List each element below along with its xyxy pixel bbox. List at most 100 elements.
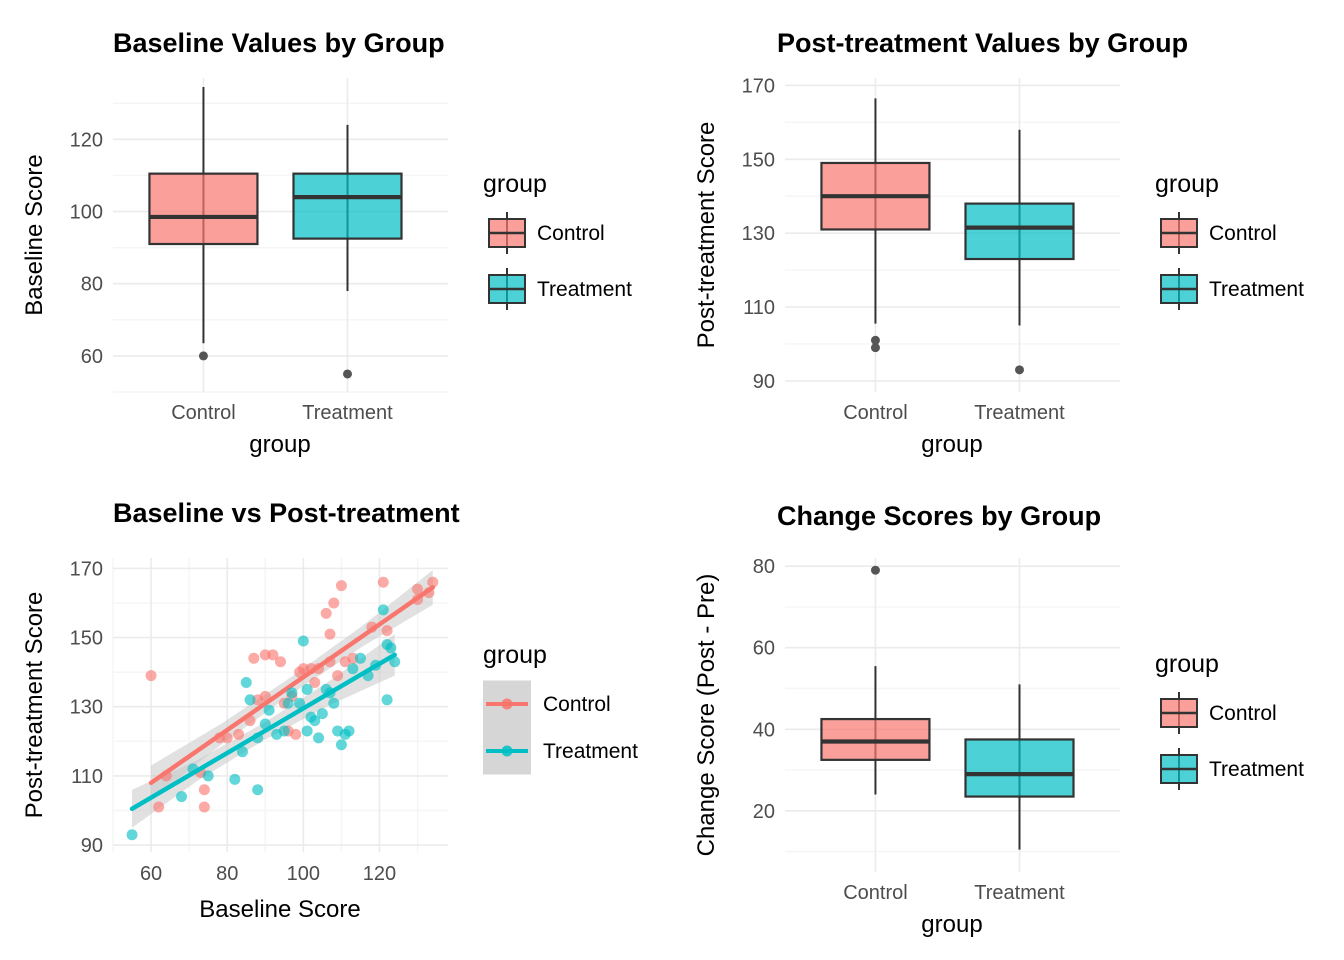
legend: group Control Treatment bbox=[483, 641, 638, 775]
chart-title: Post-treatment Values by Group bbox=[777, 28, 1188, 58]
scatter-point-control bbox=[309, 677, 321, 689]
scatter-point-treatment bbox=[328, 697, 340, 709]
scatter-point-control bbox=[381, 625, 393, 637]
box-treatment bbox=[964, 202, 1075, 261]
scatter-point-control bbox=[153, 801, 165, 813]
scatter-point-treatment bbox=[294, 697, 306, 709]
chart-posttreatment-boxplot: 90 110 130 150 170 Control Treatment Post-trea… bbox=[672, 0, 1344, 480]
scatter-point-control bbox=[335, 580, 347, 592]
scatter-point-control bbox=[259, 649, 271, 661]
category-label: Treatment bbox=[974, 882, 1065, 904]
y-axis-title: Post-treatment Score bbox=[693, 122, 720, 349]
outlier-point bbox=[870, 335, 880, 345]
y-tick-label: 90 bbox=[753, 371, 775, 393]
legend-label-treatment: Treatment bbox=[537, 278, 632, 301]
legend-key-point-treatment bbox=[501, 745, 513, 757]
scatter-point-treatment bbox=[263, 704, 275, 716]
box-control bbox=[148, 172, 259, 246]
box-treatment bbox=[964, 738, 1075, 798]
trend-line-control bbox=[148, 585, 436, 786]
plot-area: 90 110 130 150 170 60 80 100 120 bbox=[70, 558, 448, 885]
scatter-point-treatment bbox=[335, 739, 347, 751]
plot-area: 20 40 60 80 Control Treatment bbox=[753, 556, 1120, 904]
chart-canvas-posttreatment-boxplot: 90 110 130 150 170 Control Treatment Post-trea… bbox=[693, 28, 1304, 458]
legend-title: group bbox=[1155, 650, 1219, 678]
scatter-point-treatment bbox=[244, 694, 256, 706]
legend-label-control: Control bbox=[1209, 222, 1277, 245]
legend-label-control: Control bbox=[543, 693, 611, 716]
scatter-point-treatment bbox=[347, 663, 359, 675]
category-label: Treatment bbox=[302, 402, 393, 424]
legend-label-control: Control bbox=[1209, 702, 1277, 725]
scatter-point-treatment bbox=[313, 732, 325, 744]
y-tick-label: 40 bbox=[753, 719, 775, 741]
y-tick-label: 60 bbox=[753, 638, 775, 660]
scatter-point-control bbox=[297, 663, 309, 675]
category-label: Control bbox=[171, 402, 235, 424]
category-label: Control bbox=[843, 402, 907, 424]
chart-change-boxplot: 20 40 60 80 Control Treatment Change Scores b… bbox=[672, 480, 1344, 960]
scatter-point-treatment bbox=[297, 635, 309, 647]
legend-label-control: Control bbox=[537, 222, 605, 245]
scatter-point-control bbox=[324, 628, 336, 640]
scatter-point-control bbox=[267, 649, 279, 661]
scatter-point-treatment bbox=[316, 708, 328, 720]
x-tick-label: 100 bbox=[287, 863, 320, 885]
x-tick-label: 120 bbox=[363, 863, 396, 885]
scatter-point-control bbox=[377, 576, 389, 588]
scatter-point-treatment bbox=[202, 770, 214, 782]
category-label: Control bbox=[843, 882, 907, 904]
legend-title: group bbox=[483, 641, 547, 669]
y-tick-label: 20 bbox=[753, 801, 775, 823]
scatter-point-treatment bbox=[377, 604, 389, 616]
scatter-point-control bbox=[145, 670, 157, 682]
x-axis-title: group bbox=[921, 431, 982, 458]
scatter-point-control bbox=[198, 801, 210, 813]
chart-title: Change Scores by Group bbox=[777, 501, 1101, 531]
scatter-point-treatment bbox=[301, 683, 313, 695]
box-treatment bbox=[292, 172, 403, 240]
x-tick-label: 80 bbox=[216, 863, 238, 885]
y-tick-label: 90 bbox=[81, 835, 103, 857]
scatter-point-treatment bbox=[385, 642, 397, 654]
scatter-point-treatment bbox=[252, 784, 264, 796]
scatter-point-treatment bbox=[309, 715, 321, 727]
scatter-point-control bbox=[427, 576, 439, 588]
chart-baseline-boxplot: 60 80 100 120 Control Treatment Baseline Valu… bbox=[0, 0, 672, 480]
scatter-point-treatment bbox=[286, 687, 298, 699]
scatter-point-control bbox=[248, 652, 260, 664]
scatter-point-treatment bbox=[381, 694, 393, 706]
scatter-point-control bbox=[347, 652, 359, 664]
scatter-point-control bbox=[320, 607, 332, 619]
y-axis-title: Change Score (Post - Pre) bbox=[693, 574, 720, 857]
scatter-point-treatment bbox=[343, 725, 355, 737]
category-label: Treatment bbox=[974, 402, 1065, 424]
scatter-point-control bbox=[328, 597, 340, 609]
x-axis-title: group bbox=[921, 911, 982, 938]
scatter-point-control bbox=[221, 732, 233, 744]
y-tick-label: 100 bbox=[70, 202, 103, 224]
scatter-point-control bbox=[275, 656, 286, 668]
x-axis-title: group bbox=[249, 431, 310, 458]
y-tick-label: 80 bbox=[753, 556, 775, 578]
x-axis-title: Baseline Score bbox=[199, 896, 360, 923]
y-tick-label: 170 bbox=[742, 75, 775, 97]
outlier-point bbox=[870, 565, 880, 575]
scatter-point-control bbox=[290, 728, 302, 740]
scatter-point-control bbox=[233, 728, 245, 740]
legend-title: group bbox=[483, 170, 547, 198]
plot-area: 90 110 130 150 170 Control Treatment bbox=[742, 75, 1120, 424]
scatter-point-treatment bbox=[240, 677, 252, 689]
legend-label-treatment: Treatment bbox=[1209, 758, 1304, 781]
y-axis-title: Post-treatment Score bbox=[21, 592, 48, 819]
scatter-point-treatment bbox=[236, 746, 248, 758]
scatter-point-treatment bbox=[229, 773, 241, 785]
scatter-point-control bbox=[198, 784, 210, 796]
legend-title: group bbox=[1155, 170, 1219, 198]
chart-title: Baseline Values by Group bbox=[113, 28, 445, 58]
scatter-point-treatment bbox=[126, 829, 138, 841]
y-axis-title: Baseline Score bbox=[21, 154, 48, 315]
legend-label-treatment: Treatment bbox=[1209, 278, 1304, 301]
legend: group Control Treatment bbox=[483, 170, 632, 310]
